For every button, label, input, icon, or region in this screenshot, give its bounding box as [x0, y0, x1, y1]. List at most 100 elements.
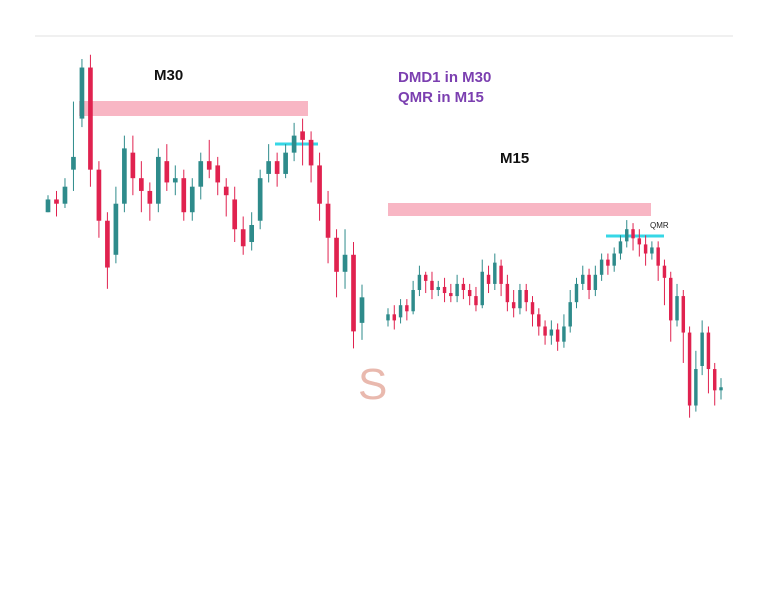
qmr-tag: QMR [650, 221, 669, 230]
m15-candle-body [712, 369, 717, 391]
m30-candle-body [172, 178, 178, 183]
m15-candle-body [436, 286, 440, 290]
m15-candle-body [662, 265, 667, 278]
m15-candle-body [675, 296, 679, 321]
m15-candle-body [694, 369, 698, 406]
m15-candle-body [643, 244, 648, 254]
m15-candle-body [599, 259, 604, 275]
m30-candle-body [164, 161, 170, 183]
m30-candle-body [45, 199, 51, 213]
m15-candle-body [442, 286, 447, 294]
m30-candle-body [274, 161, 280, 174]
m30-candle-body [300, 131, 305, 140]
m15-candle-body [537, 314, 541, 327]
m30-candle-body [359, 297, 365, 323]
m30-candle-body [181, 178, 187, 213]
m15-candle-body [625, 229, 629, 242]
m15-candle-body [423, 274, 428, 281]
m30-candle-body [105, 220, 110, 268]
m15-candle-body [650, 247, 654, 254]
m15-candle-body [687, 332, 692, 406]
m15-candle-body [524, 290, 528, 303]
m15-candle-body [455, 283, 459, 297]
note-line-2: QMR in M15 [398, 89, 484, 106]
m15-candle-body [467, 290, 472, 297]
m15-candle-body [606, 259, 610, 266]
m15-candle-body [669, 277, 673, 321]
m15-supply-zone [388, 203, 651, 216]
m30-candle-body [257, 178, 263, 221]
m30-candle-body [88, 67, 93, 170]
m15-candle-body [612, 253, 616, 266]
m30-candle-body [215, 165, 221, 183]
m15-candle-body [719, 387, 723, 391]
m15-candle-body [386, 314, 390, 321]
m15-candle-body [618, 241, 623, 254]
m30-candle-body [223, 186, 229, 196]
m15-candle-body [549, 329, 554, 336]
m30-supply-zone [79, 101, 308, 116]
m15-candle-body [449, 293, 453, 297]
m15-candle-body [543, 326, 547, 336]
m15-candle-body [587, 274, 591, 290]
m30-candle-body [232, 199, 238, 230]
m30-candle-body [240, 229, 246, 247]
m15-title: M15 [500, 150, 530, 167]
m15-candle-body [706, 332, 711, 370]
m30-candle-body [155, 156, 161, 204]
m15-candle-body [631, 229, 635, 239]
m30-candle-body [317, 165, 322, 204]
m30-candle-body [334, 237, 339, 272]
m15-candles [386, 220, 723, 418]
m15-candle-body [461, 283, 466, 290]
m15-candle-body [392, 314, 397, 321]
m30-candle-body [79, 67, 85, 119]
m30-candle-body [147, 190, 153, 204]
m30-candle-body [291, 135, 297, 153]
m30-candles [45, 54, 365, 349]
m30-candle-body [130, 152, 136, 179]
m15-candle-body [480, 271, 484, 306]
m15-candle-body [555, 329, 560, 342]
m30-candle-body [283, 152, 288, 174]
m15-candle-body [530, 302, 535, 315]
m30-candle-body [54, 199, 59, 204]
watermark-glyph: S [358, 360, 388, 409]
m15-candle-body [581, 274, 585, 284]
note-line-1: DMD1 in M30 [398, 69, 492, 86]
m15-candle-body [593, 274, 598, 290]
m15-candle-body [493, 262, 497, 284]
m15-candle-body [562, 326, 566, 342]
m15-candle-body [511, 302, 516, 309]
m30-title: M30 [154, 67, 184, 84]
m30-candle-body [198, 161, 204, 187]
m30-candle-body [266, 161, 271, 174]
m15-candle-body [430, 280, 434, 290]
m30-candle-body [249, 224, 255, 243]
m15-candle-body [499, 265, 503, 284]
m15-candle-body [656, 247, 660, 266]
m15-candle-body [405, 305, 409, 312]
m15-candle-body [398, 305, 403, 318]
m30-candle-body [96, 169, 102, 221]
m30-candle-body [308, 139, 314, 166]
m30-candle-body [139, 178, 144, 191]
m15-candle-body [417, 274, 422, 290]
m15-candle-body [474, 296, 478, 306]
m15-candle-body [518, 290, 522, 309]
m30-candle-body [351, 254, 356, 332]
m15-candle-body [486, 274, 491, 284]
m15-candle-body [574, 283, 579, 303]
m30-candle-body [122, 148, 127, 204]
m30-candle-body [113, 203, 119, 255]
m30-candle-body [325, 203, 331, 238]
m15-candle-body [411, 290, 415, 312]
m15-candle-body [505, 283, 510, 303]
m15-candle-body [637, 238, 642, 245]
m30-candle-body [189, 186, 195, 213]
m30-candle-body [62, 186, 68, 204]
m30-candle-body [342, 254, 348, 272]
m15-candle-body [681, 296, 686, 333]
m30-candle-body [71, 156, 76, 170]
